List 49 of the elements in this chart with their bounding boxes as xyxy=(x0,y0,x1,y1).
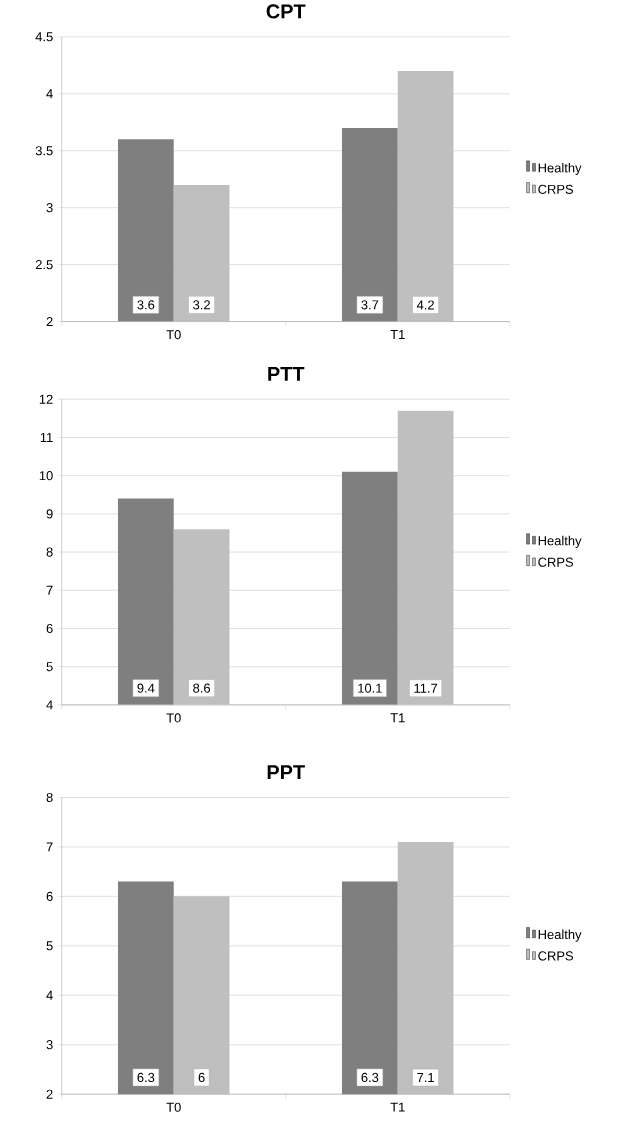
y-tick-label: 2.5 xyxy=(35,260,53,270)
x-tick-label: T0 xyxy=(166,713,181,723)
y-tick-label: 4.5 xyxy=(35,32,53,42)
data-label: 6 xyxy=(198,1072,205,1082)
chart-title: CPT xyxy=(266,4,306,19)
legend-label: Healthy xyxy=(538,929,582,942)
x-tick-label: T0 xyxy=(166,1102,181,1112)
y-tick-label: 3.5 xyxy=(35,146,53,156)
data-label: 8.6 xyxy=(193,683,210,693)
x-tick-label: T1 xyxy=(390,1102,405,1112)
legend-label: CRPS xyxy=(538,951,573,961)
legend-label: Healthy xyxy=(538,535,582,548)
chart-title: PTT xyxy=(268,367,305,381)
y-tick-label: 7 xyxy=(46,842,53,852)
y-tick-label: 5 xyxy=(46,941,53,951)
y-tick-label: 4 xyxy=(46,990,53,1000)
y-tick-label: 6 xyxy=(46,891,53,901)
y-tick-label: 2 xyxy=(46,317,53,327)
y-tick-label: 9 xyxy=(46,509,53,519)
data-label: 7.1 xyxy=(417,1073,434,1082)
data-label: 4.2 xyxy=(416,300,434,310)
y-tick-label: 3 xyxy=(46,1040,53,1050)
data-label: 11.7 xyxy=(414,683,437,693)
y-tick-label: 6 xyxy=(46,623,53,634)
data-label: 3.2 xyxy=(193,300,210,310)
y-tick-label: 4 xyxy=(46,89,53,99)
data-label: 6.3 xyxy=(137,1072,155,1082)
y-tick-label: 12 xyxy=(39,394,53,404)
y-tick-label: 10 xyxy=(39,471,53,481)
chart-title: PPT xyxy=(267,765,305,780)
data-label: 3.7 xyxy=(361,300,379,310)
data-label: 9.4 xyxy=(137,683,155,693)
data-label: 6.3 xyxy=(361,1072,379,1082)
x-tick-label: T1 xyxy=(390,330,405,339)
y-tick-label: 4 xyxy=(46,700,53,710)
legend-label: CRPS xyxy=(538,557,573,567)
y-tick-label: 3 xyxy=(46,203,53,213)
data-label: 3.6 xyxy=(137,300,155,310)
legend-label: CRPS xyxy=(538,184,573,194)
y-tick-label: 5 xyxy=(46,662,53,672)
legend-label: Healthy xyxy=(538,162,582,176)
y-tick-label: 11 xyxy=(40,432,53,442)
x-tick-label: T1 xyxy=(390,713,405,723)
y-tick-label: 7 xyxy=(46,585,53,595)
y-tick-label: 8 xyxy=(46,792,53,803)
x-tick-label: T0 xyxy=(166,330,181,340)
y-tick-label: 8 xyxy=(46,547,53,557)
data-label: 10.1 xyxy=(358,683,382,693)
y-tick-label: 2 xyxy=(46,1089,53,1099)
